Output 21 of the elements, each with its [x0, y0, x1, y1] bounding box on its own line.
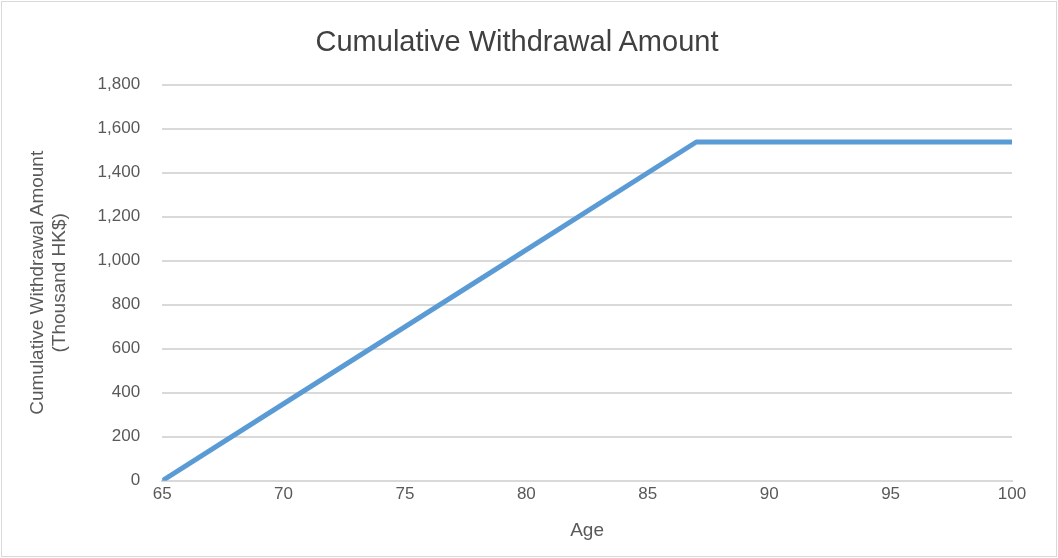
y-tick-label: 1,800: [97, 74, 141, 94]
x-tick-label: 75: [395, 483, 415, 503]
x-tick-label: 80: [516, 483, 536, 503]
y-tick-label: 1,000: [97, 250, 141, 270]
x-tick-label: 95: [881, 483, 901, 503]
y-tick-label: 400: [111, 382, 141, 402]
chart-title: Cumulative Withdrawal Amount: [315, 25, 719, 58]
x-axis-title: Age: [570, 518, 604, 540]
y-tick-label: 0: [130, 470, 141, 490]
x-tick-label: 100: [997, 483, 1027, 503]
y-tick-label: 1,600: [97, 118, 141, 138]
y-axis-title: Cumulative Withdrawal Amount (Thousand HK$): [25, 150, 70, 415]
x-tick-label: 85: [638, 483, 658, 503]
y-tick-label: 800: [111, 294, 141, 314]
y-tick-label: 200: [111, 426, 141, 446]
x-tick-label: 65: [152, 483, 172, 503]
y-tick-label: 1,400: [97, 162, 141, 182]
x-tick-label: 70: [274, 483, 294, 503]
y-tick-label: 600: [111, 338, 141, 358]
y-tick-label: 1,200: [97, 206, 141, 226]
x-tick-label: 90: [759, 483, 779, 503]
